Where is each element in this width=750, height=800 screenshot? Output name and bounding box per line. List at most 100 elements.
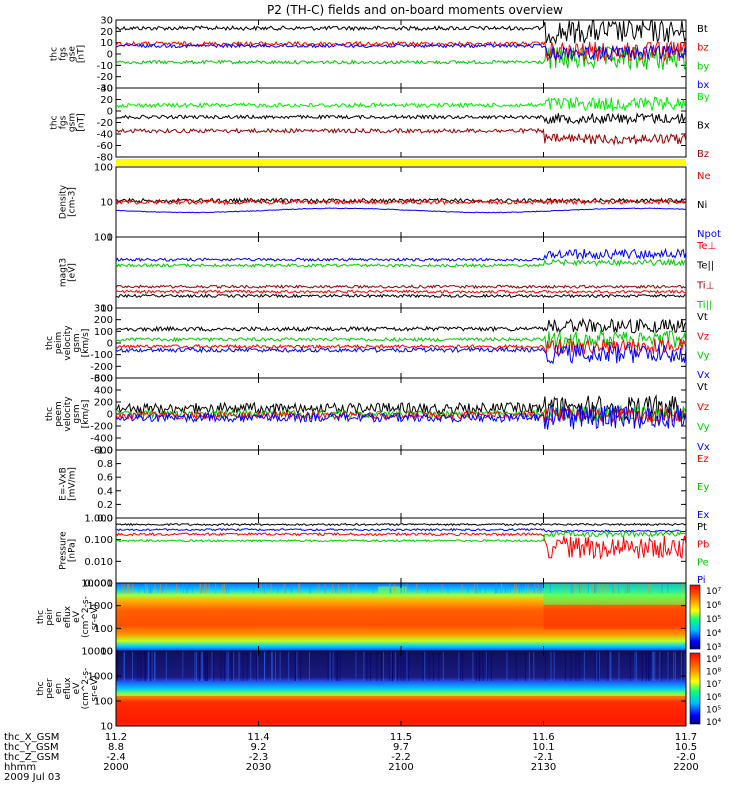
legend-pe: Pe <box>697 557 709 568</box>
panel-9: 10⁷ 10⁶ 10⁵ 10⁴ 10³ 10000 1000 100 10 thc peir en ef… <box>36 579 721 658</box>
y-tick-label: 0 <box>107 339 113 350</box>
y-tick-label: 10000 <box>81 647 113 658</box>
y-tick-label: -60 <box>97 141 113 152</box>
y-tick-label: 40 <box>100 84 113 95</box>
y-tick-label: -200 <box>90 362 113 373</box>
footer-label-y: thc_Y_GSM <box>4 742 59 753</box>
plot-title: P2 (TH-C) fields and on-board moments ov… <box>267 3 563 17</box>
footer-z-value: -2.3 <box>249 752 269 763</box>
trace-te-perp2 <box>115 289 687 295</box>
footer-y-value: 10.5 <box>675 742 697 753</box>
y-tick-label: 20 <box>100 27 113 38</box>
colorbar-label: 10⁶ <box>706 601 721 611</box>
trace-pt <box>115 522 687 527</box>
colorbar-label: 10⁵ <box>706 705 721 715</box>
panel-frame <box>115 236 687 309</box>
y-tick-label: 100 <box>94 327 113 338</box>
y-tick-label: 300 <box>94 304 113 315</box>
y-axis-label: sr-eV) <box>90 675 100 701</box>
y-axis-label: thc <box>36 681 46 695</box>
footer-z-value: -2.1 <box>534 752 554 763</box>
y-axis-label: Density <box>59 184 69 219</box>
trace-pe <box>115 530 687 543</box>
spectrogram-region <box>378 586 407 595</box>
y-tick-label: 10 <box>100 722 113 733</box>
y-tick-label: 30 <box>100 16 113 27</box>
y-tick-label: 0 <box>107 107 113 118</box>
trace-te-perp <box>115 284 687 290</box>
legend-bx: bx <box>697 80 709 91</box>
footer-hhmm-value: 2000 <box>103 762 128 773</box>
legend-npot: Npot <box>697 229 721 240</box>
colorbar-label: 10⁴ <box>706 718 721 728</box>
footer-y-value: 9.2 <box>251 742 267 753</box>
y-axis-label: [mV/m] <box>68 467 78 501</box>
footer-axis: thc_X_GSM thc_Y_GSM thc_Z_GSM hhmm 2009 … <box>4 732 61 783</box>
colorbar-label: 10⁷ <box>706 587 721 597</box>
y-axis-label: gsm <box>68 113 78 132</box>
y-axis-label: Pressure <box>59 531 69 570</box>
panel-8: 1.000 0.100 0.010 0.001 Pressure [nPa] Pt Pb Pe P… <box>59 514 710 590</box>
legend-ey: Ey <box>697 482 709 493</box>
legend-vy: Vy <box>697 422 710 433</box>
yellow-flag-bar <box>116 159 686 166</box>
legend-bt: Bt <box>697 24 708 35</box>
legend-ti: Ti|| <box>696 300 712 311</box>
y-tick-label: 1.000 <box>84 514 113 525</box>
y-tick-label: -300 <box>90 374 113 385</box>
y-axis-label: [cm-3] <box>68 187 78 217</box>
y-tick-label: 1.0 <box>97 446 113 457</box>
y-tick-label: -200 <box>90 422 113 433</box>
y-axis-label: E=-VxB <box>59 467 69 501</box>
trace-npot <box>115 207 687 214</box>
trace-ti-par <box>115 258 687 268</box>
y-tick-label: 200 <box>94 315 113 326</box>
colorbar-label: 10⁹ <box>706 655 721 665</box>
footer-date: 2009 Jul 03 <box>4 772 61 783</box>
y-axis-label: en <box>54 683 64 694</box>
legend-bz: bz <box>697 43 709 54</box>
y-tick-label: -20 <box>97 72 113 83</box>
legend-vt: Vt <box>697 312 708 323</box>
y-axis-label: fgs <box>59 47 69 61</box>
y-tick-label: 0.8 <box>97 459 113 470</box>
y-tick-label: -100 <box>90 350 113 361</box>
y-axis-label: gsm <box>72 333 82 352</box>
legend-te: Te⊥ <box>696 241 716 252</box>
panel-4: 100 10 magt3 [eV] Te⊥ Te|| Ti⊥ Ti|| <box>59 233 717 315</box>
colorbar-label: 10³ <box>706 643 721 653</box>
colorbar <box>689 652 701 725</box>
y-tick-label: 100 <box>94 163 113 174</box>
y-tick-label: 100 <box>94 697 113 708</box>
trace-vx <box>115 343 687 365</box>
trace-Bz <box>115 127 687 146</box>
trace-Bx <box>115 112 687 126</box>
y-tick-label: -30 <box>97 84 113 95</box>
panel-frame <box>115 307 687 379</box>
y-axis-label: thc <box>45 407 55 421</box>
footer-z-value: -2.4 <box>106 752 126 763</box>
footer-x-value: 11.7 <box>675 732 697 743</box>
footer-hhmm-value: 2100 <box>388 762 413 773</box>
panel-7: 1.0 0.8 0.6 0.4 0.2 0.0 E=-VxB [mV/m] Ez Ey Ex <box>59 446 710 525</box>
y-axis-label: eV <box>72 682 82 695</box>
y-axis-label: [nT] <box>77 113 87 131</box>
spectrogram-region <box>543 583 686 605</box>
y-axis-label: en <box>54 611 64 622</box>
trace-pi <box>115 527 687 533</box>
y-axis-label: [nPa] <box>68 539 78 562</box>
y-tick-label: 0 <box>107 50 113 61</box>
y-axis-label: peem <box>54 401 64 427</box>
legend-bz: Bz <box>697 149 709 160</box>
panel-frame <box>115 449 687 519</box>
footer-y-value: 8.8 <box>108 742 124 753</box>
legend-bx: Bx <box>697 121 710 132</box>
spectrogram-region <box>116 696 686 723</box>
legend-vy: Vy <box>697 351 710 362</box>
footer-label-x: thc_X_GSM <box>4 732 59 743</box>
